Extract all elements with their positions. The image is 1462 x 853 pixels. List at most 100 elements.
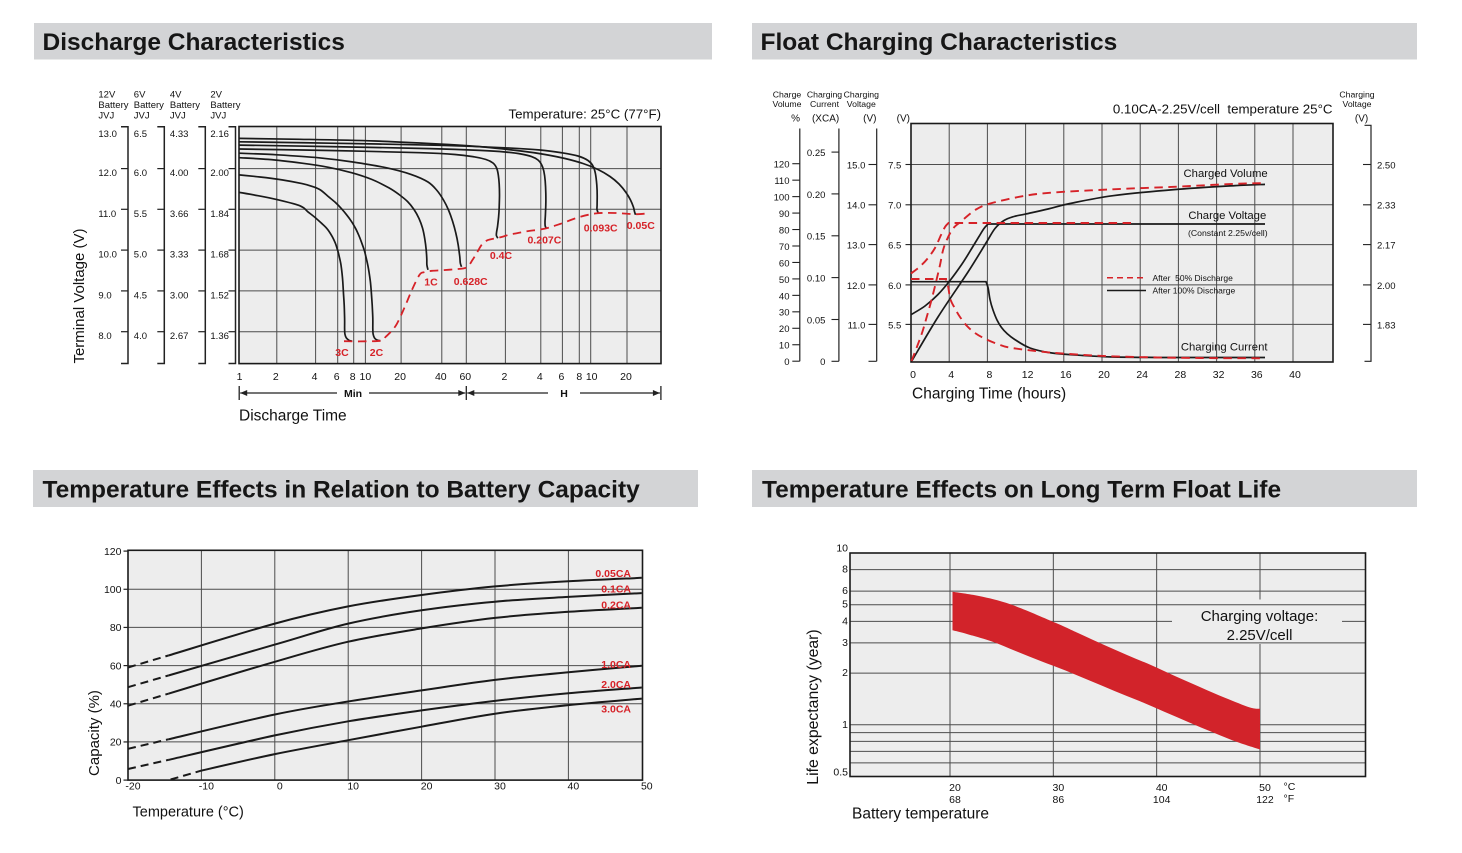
svg-text:H: H	[560, 388, 568, 400]
svg-text:50: 50	[779, 275, 790, 286]
svg-text:%: %	[791, 113, 800, 124]
svg-text:Terminal Voltage (V): Terminal Voltage (V)	[71, 228, 88, 363]
svg-text:40: 40	[1289, 369, 1301, 381]
svg-text:40: 40	[435, 371, 447, 383]
svg-text:13.0: 13.0	[98, 129, 117, 140]
svg-text:0.10CA-2.25V/cell temperature: 0.10CA-2.25V/cell temperature 25°C	[1113, 102, 1333, 117]
svg-text:1.52: 1.52	[210, 290, 229, 301]
svg-text:40: 40	[568, 781, 580, 793]
svg-text:0.1CA: 0.1CA	[601, 583, 631, 595]
svg-text:4: 4	[537, 371, 543, 383]
svg-text:8: 8	[576, 371, 582, 383]
svg-text:110: 110	[774, 176, 789, 187]
svg-text:Battery: Battery	[98, 100, 128, 111]
svg-text:3.00: 3.00	[170, 290, 189, 301]
svg-text:10: 10	[836, 543, 848, 555]
svg-text:24: 24	[1136, 369, 1148, 381]
svg-text:80: 80	[779, 225, 790, 236]
svg-text:1.36: 1.36	[210, 331, 229, 342]
svg-text:16: 16	[1060, 369, 1072, 381]
svg-text:14.0: 14.0	[847, 201, 866, 212]
svg-text:4: 4	[948, 369, 954, 381]
svg-text:0: 0	[116, 775, 122, 787]
svg-text:80: 80	[110, 622, 122, 634]
svg-text:8: 8	[986, 369, 992, 381]
svg-text:0.20: 0.20	[807, 190, 826, 201]
svg-text:1: 1	[842, 719, 848, 731]
svg-text:0: 0	[277, 781, 283, 793]
svg-text:9.0: 9.0	[98, 290, 111, 301]
svg-text:Temperature (°C): Temperature (°C)	[133, 805, 244, 821]
svg-text:Charging: Charging	[844, 89, 879, 99]
svg-text:0.10: 0.10	[807, 274, 826, 285]
svg-text:12.0: 12.0	[98, 168, 117, 179]
svg-text:12: 12	[1022, 369, 1034, 381]
svg-text:0.25: 0.25	[807, 148, 826, 159]
svg-text:JVJ: JVJ	[170, 111, 186, 122]
svg-text:4: 4	[312, 371, 318, 383]
svg-text:1.84: 1.84	[210, 209, 229, 220]
svg-text:Temperature Effects in Relatio: Temperature Effects in Relation to Batte…	[43, 477, 641, 504]
svg-text:6: 6	[842, 585, 848, 597]
svg-text:Capacity (%): Capacity (%)	[86, 690, 103, 776]
svg-text:10: 10	[779, 341, 790, 352]
svg-text:4.5: 4.5	[134, 290, 147, 301]
svg-text:Battery: Battery	[134, 100, 164, 111]
svg-text:0.207C: 0.207C	[527, 235, 561, 247]
svg-text:1.83: 1.83	[1377, 320, 1396, 331]
svg-text:2: 2	[501, 371, 507, 383]
svg-text:2.17: 2.17	[1377, 241, 1396, 252]
svg-text:100: 100	[774, 193, 790, 204]
svg-text:32: 32	[1213, 369, 1225, 381]
svg-text:JVJ: JVJ	[98, 111, 114, 122]
svg-text:Voltage: Voltage	[847, 99, 876, 109]
svg-text:(Constant 2.25v/cell): (Constant 2.25v/cell)	[1188, 228, 1268, 238]
svg-text:60: 60	[459, 371, 471, 383]
svg-text:2.33: 2.33	[1377, 201, 1396, 212]
svg-text:After 100% Discharge: After 100% Discharge	[1153, 285, 1236, 295]
svg-text:5.5: 5.5	[134, 209, 147, 220]
svg-text:2.00: 2.00	[1377, 281, 1396, 292]
svg-text:70: 70	[779, 242, 790, 253]
svg-text:30: 30	[779, 308, 790, 319]
svg-text:4.33: 4.33	[170, 129, 189, 140]
svg-text:20: 20	[779, 324, 790, 335]
svg-text:6: 6	[558, 371, 564, 383]
svg-text:-10: -10	[199, 781, 214, 793]
svg-text:122: 122	[1256, 794, 1274, 806]
svg-text:Life expectancy (year): Life expectancy (year)	[805, 629, 822, 784]
svg-text:2V: 2V	[210, 90, 222, 101]
svg-text:28: 28	[1175, 369, 1187, 381]
svg-text:20: 20	[110, 737, 122, 749]
svg-text:4.0: 4.0	[134, 331, 147, 342]
svg-text:Charging Time (hours): Charging Time (hours)	[912, 386, 1066, 403]
svg-text:60: 60	[110, 660, 122, 672]
svg-text:104: 104	[1153, 794, 1171, 806]
svg-text:1: 1	[237, 371, 243, 383]
svg-text:12V: 12V	[98, 90, 116, 101]
svg-text:20: 20	[949, 782, 961, 794]
svg-text:2.50: 2.50	[1377, 160, 1396, 171]
svg-text:0: 0	[820, 357, 825, 368]
svg-text:Charged Volume: Charged Volume	[1184, 168, 1268, 180]
svg-text:20: 20	[1098, 369, 1110, 381]
svg-text:3: 3	[842, 637, 848, 649]
svg-text:Float Charging Characteristics: Float Charging Characteristics	[761, 29, 1118, 56]
svg-text:0.093C: 0.093C	[584, 223, 618, 235]
svg-text:0: 0	[910, 369, 916, 381]
svg-text:Charging Current: Charging Current	[1181, 342, 1269, 354]
svg-text:6.5: 6.5	[134, 129, 147, 140]
svg-text:After 50% Discharge: After 50% Discharge	[1153, 273, 1234, 283]
svg-text:120: 120	[774, 160, 790, 171]
svg-text:(V): (V)	[863, 113, 876, 124]
svg-text:0.05: 0.05	[807, 315, 826, 326]
svg-text:2.67: 2.67	[170, 331, 189, 342]
svg-text:2.00: 2.00	[210, 168, 229, 179]
svg-text:2: 2	[273, 371, 279, 383]
svg-text:10.0: 10.0	[98, 250, 117, 261]
svg-text:68: 68	[949, 794, 961, 806]
svg-text:6.5: 6.5	[888, 241, 901, 252]
svg-text:Charging voltage:: Charging voltage:	[1201, 608, 1319, 625]
svg-text:5.0: 5.0	[134, 250, 147, 261]
svg-text:Charge: Charge	[773, 89, 802, 99]
